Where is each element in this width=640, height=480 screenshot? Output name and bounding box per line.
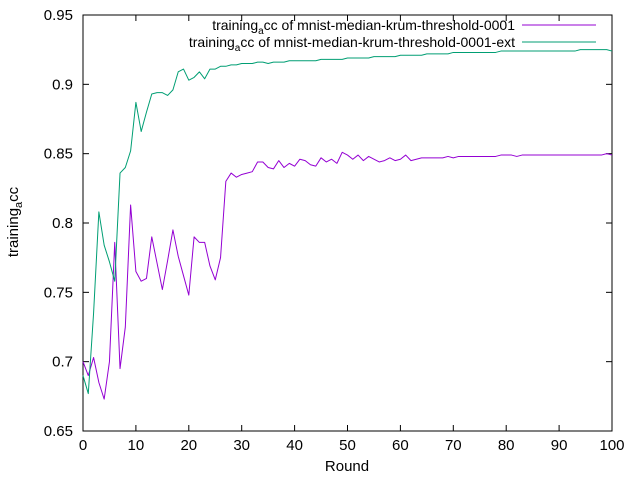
y-tick-label: 0.95 xyxy=(44,7,73,24)
axis-ticks: 0 10 20 30 40 50 60 70 80 90 100 0.65 0.7 0.75 0.8 0.85… xyxy=(44,7,625,454)
legend-label-sub: a xyxy=(235,43,241,54)
x-tick-label: 20 xyxy=(180,437,197,454)
series-line-1 xyxy=(82,151,613,400)
legend-label-sub: a xyxy=(258,26,264,37)
series-line-2 xyxy=(82,49,613,395)
legend-label-tail: cc of mnist-median-krum-threshold-0001 xyxy=(264,17,516,33)
x-tick-label: 100 xyxy=(599,437,624,454)
y-tick-label: 0.8 xyxy=(52,215,73,232)
y-axis-label: trainingacc xyxy=(5,186,25,257)
x-tick-label: 70 xyxy=(445,437,462,454)
legend-entry-label: trainingacc of mnist-median-krum-thresho… xyxy=(212,17,515,37)
y-axis-label-sub: a xyxy=(13,201,25,208)
y-tick-label: 0.9 xyxy=(52,76,73,93)
x-tick-label: 80 xyxy=(498,437,515,454)
y-axis-label-tail: cc xyxy=(5,186,22,202)
x-tick-label: 40 xyxy=(286,437,303,454)
y-tick-label: 0.75 xyxy=(44,284,73,301)
legend: trainingacc of mnist-median-krum-thresho… xyxy=(189,17,596,54)
x-tick-label: 90 xyxy=(551,437,568,454)
plot-frame-group xyxy=(82,14,613,432)
y-axis-label-main: training xyxy=(5,208,22,257)
plot-frame xyxy=(82,14,613,432)
y-tick-label: 0.7 xyxy=(52,354,73,371)
legend-label-main: training xyxy=(189,34,235,50)
x-tick-label: 60 xyxy=(392,437,409,454)
x-tick-label: 10 xyxy=(128,437,145,454)
x-tick-label: 30 xyxy=(233,437,250,454)
y-tick-label: 0.85 xyxy=(44,146,73,163)
legend-label-tail: cc of mnist-median-krum-threshold-0001-e… xyxy=(240,34,515,50)
y-tick-label: 0.65 xyxy=(44,423,73,440)
x-axis-label: Round xyxy=(325,458,369,475)
x-tick-label: 0 xyxy=(79,437,87,454)
legend-label-main: training xyxy=(212,17,258,33)
data-series xyxy=(82,49,613,400)
x-tick-label: 50 xyxy=(339,437,356,454)
legend-entry-label: trainingacc of mnist-median-krum-thresho… xyxy=(189,34,515,54)
